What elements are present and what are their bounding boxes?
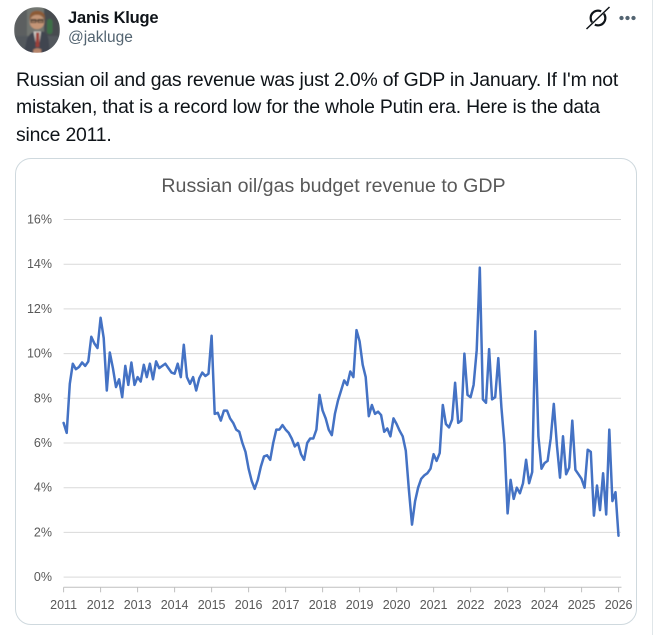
svg-text:12%: 12%	[27, 302, 52, 316]
svg-text:0%: 0%	[34, 570, 52, 584]
svg-text:2%: 2%	[34, 525, 52, 539]
svg-text:2015: 2015	[198, 598, 226, 612]
svg-text:2012: 2012	[87, 598, 115, 612]
svg-text:2016: 2016	[235, 598, 263, 612]
svg-text:8%: 8%	[34, 391, 52, 405]
svg-text:Russian oil/gas budget revenue: Russian oil/gas budget revenue to GDP	[161, 175, 505, 197]
svg-text:2018: 2018	[309, 598, 337, 612]
svg-text:4%: 4%	[34, 481, 52, 495]
svg-text:2020: 2020	[383, 598, 411, 612]
svg-text:2025: 2025	[568, 598, 596, 612]
svg-text:2024: 2024	[531, 598, 559, 612]
svg-text:2019: 2019	[346, 598, 374, 612]
svg-text:2026: 2026	[605, 598, 633, 612]
svg-text:2013: 2013	[124, 598, 152, 612]
svg-text:2021: 2021	[420, 598, 448, 612]
svg-text:2017: 2017	[272, 598, 300, 612]
svg-text:6%: 6%	[34, 436, 52, 450]
svg-text:2022: 2022	[457, 598, 485, 612]
svg-text:2014: 2014	[161, 598, 189, 612]
svg-text:10%: 10%	[27, 347, 52, 361]
svg-text:2011: 2011	[50, 598, 77, 612]
svg-text:16%: 16%	[27, 213, 52, 227]
svg-text:14%: 14%	[27, 257, 52, 271]
svg-text:2023: 2023	[494, 598, 522, 612]
